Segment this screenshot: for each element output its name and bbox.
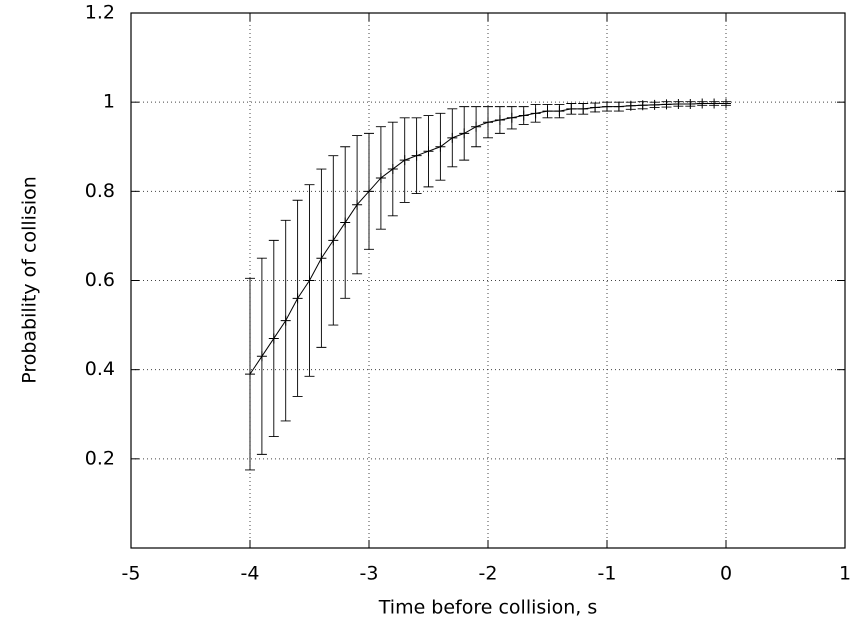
y-tick-label: 0.6 — [85, 269, 115, 291]
y-tick-label: 0.4 — [85, 358, 115, 380]
x-tick-label: 0 — [720, 563, 732, 585]
x-tick-label: -4 — [241, 563, 260, 585]
x-tick-label: 1 — [839, 563, 851, 585]
x-axis-label: Time before collision, s — [378, 597, 597, 619]
x-tick-label: -2 — [479, 563, 498, 585]
y-tick-label: 1 — [103, 91, 115, 113]
x-tick-label: -1 — [598, 563, 617, 585]
x-tick-label: -3 — [360, 563, 379, 585]
y-axis-label: Probability of collision — [19, 176, 41, 384]
x-tick-label: -5 — [122, 563, 141, 585]
y-tick-label: 0.2 — [85, 447, 115, 469]
line — [249, 103, 726, 375]
y-tick-label: 0.8 — [85, 180, 115, 202]
y-tick-label: 1.2 — [85, 2, 115, 24]
